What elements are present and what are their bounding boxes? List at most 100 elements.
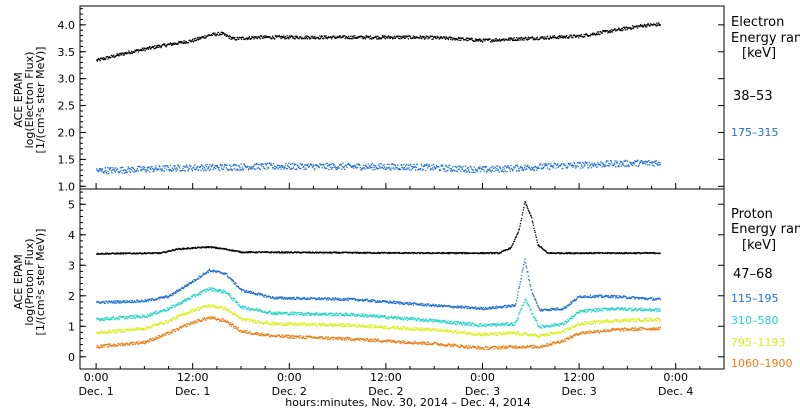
data-point [584,35,586,38]
data-point [511,304,514,306]
data-point [181,286,184,289]
data-point [507,165,509,167]
data-point [532,312,534,314]
data-point [491,323,493,325]
data-point [172,42,175,44]
data-point [190,282,193,284]
data-point [541,167,543,169]
data-point [591,34,593,36]
data-point [180,302,182,304]
data-point [497,39,499,41]
data-point [230,297,232,299]
data-point [267,166,269,168]
data-point [292,37,295,39]
data-point [167,165,169,168]
data-point [633,161,635,163]
data-point [407,167,409,170]
data-point [171,167,173,169]
data-point [236,168,238,170]
data-point [113,169,115,171]
data-point [366,314,368,316]
data-point [275,312,278,314]
data-point [211,247,213,249]
data-point [610,30,612,32]
data-point [572,164,575,167]
data-point [393,164,395,166]
data-point [345,165,348,167]
data-point [499,167,501,169]
data-point [482,252,484,255]
data-point [477,39,479,41]
data-point [102,301,104,304]
data-point [291,167,293,170]
data-point [422,318,425,320]
data-point [453,306,455,308]
data-point [596,34,598,36]
data-point [212,32,215,34]
data-point [199,275,201,278]
data-point [282,165,284,167]
data-point [231,280,233,282]
data-point [465,252,468,254]
data-point [429,37,431,39]
data-point [327,299,329,301]
data-point [216,271,218,273]
data-point [534,319,536,321]
data-point [620,252,622,255]
data-point [439,169,442,172]
data-point [593,162,595,164]
data-point [355,166,357,168]
data-point [563,307,566,309]
data-point [357,313,359,315]
data-point [113,316,115,318]
data-point [277,168,279,170]
data-point [222,32,225,34]
data-point [290,168,292,170]
data-point [96,168,98,170]
data-point [421,303,423,305]
data-point [158,168,160,171]
data-point [408,35,411,37]
data-point [623,252,625,254]
data-point [545,164,548,166]
data-point [343,315,345,317]
data-point [278,297,280,300]
data-point [117,253,119,255]
data-point [283,166,286,168]
data-point [267,295,270,297]
data-point [552,324,554,327]
data-point [252,167,254,170]
data-point [586,34,589,36]
data-point [309,165,311,167]
data-point [163,43,165,45]
data-point [306,297,309,299]
data-point [431,35,434,37]
data-point [634,298,636,300]
data-point [226,34,228,36]
data-point [576,165,578,167]
data-point [624,29,626,31]
data-point [578,296,580,298]
data-point [338,167,340,169]
data-point [524,201,526,203]
data-point [515,165,517,167]
data-point [221,168,223,170]
data-point [608,165,611,167]
electron-data-points [96,22,661,175]
data-point [650,161,652,163]
data-point [289,163,292,165]
data-point [315,297,317,300]
data-point [635,26,637,28]
data-point [572,300,574,303]
data-point [387,168,389,170]
data-point [169,42,172,44]
data-point [274,165,276,167]
data-point [528,306,531,308]
data-point [506,306,509,308]
data-point [394,316,396,318]
data-point [182,248,185,250]
data-point [599,252,601,254]
data-point [295,298,297,301]
data-point [335,168,337,171]
data-point [174,306,176,308]
